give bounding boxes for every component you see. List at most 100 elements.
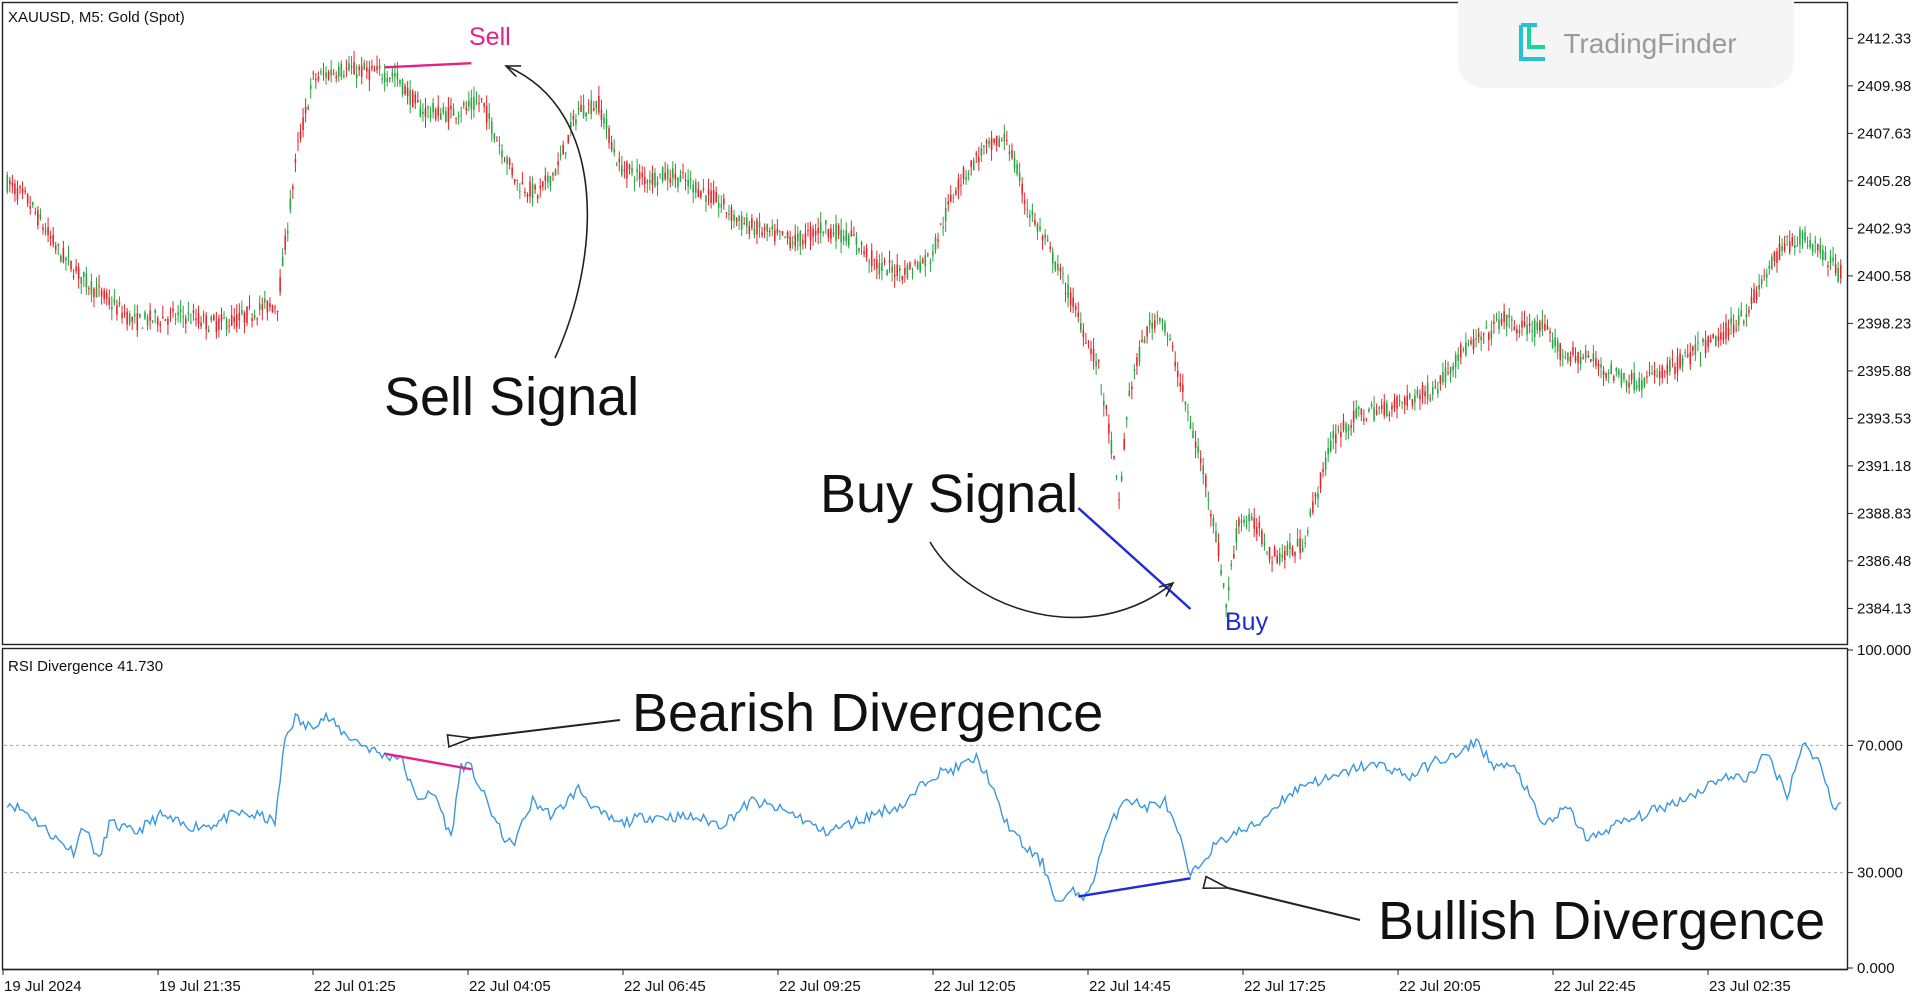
candle-body — [167, 318, 169, 325]
candle-body — [1006, 140, 1008, 142]
candle-body — [819, 222, 822, 234]
candle-body — [1794, 244, 1796, 248]
candle-body — [1039, 226, 1041, 230]
candle-body — [1429, 398, 1431, 400]
candle-body — [218, 318, 220, 330]
candle-body — [213, 315, 215, 320]
candle-body — [972, 160, 975, 171]
candle-body — [541, 181, 544, 187]
candle-body — [164, 319, 167, 321]
candle-body — [955, 190, 957, 195]
candle-body — [1809, 240, 1811, 248]
candle-body — [57, 244, 60, 246]
candle-body — [1498, 319, 1500, 330]
candle-body — [1743, 321, 1745, 323]
candle-body — [1373, 407, 1375, 421]
candle-body — [633, 180, 636, 182]
candle-body — [1549, 331, 1551, 334]
candle-body — [1607, 372, 1610, 374]
candle-body — [904, 267, 906, 275]
candle-body — [60, 255, 62, 262]
candle-body — [1210, 513, 1212, 517]
candle-body — [789, 236, 791, 249]
candle-body — [1189, 423, 1192, 429]
candle-body — [391, 72, 394, 77]
candle-body — [687, 179, 689, 187]
candle-body — [937, 239, 939, 242]
candle-body — [837, 225, 840, 235]
candle-body — [817, 228, 819, 234]
candle-body — [1567, 352, 1569, 361]
candle-body — [1424, 391, 1426, 397]
candle-body — [763, 227, 766, 230]
candle-body — [1839, 264, 1842, 279]
candle-body — [264, 298, 266, 303]
candle-body — [1765, 274, 1768, 278]
candle-body — [549, 175, 552, 186]
candle-body — [733, 214, 735, 221]
candle-body — [1174, 361, 1176, 367]
candle-body — [1182, 384, 1184, 392]
candle-body — [646, 180, 649, 184]
candle-body — [1786, 235, 1788, 238]
candle-body — [253, 314, 256, 318]
candle-body — [934, 236, 937, 251]
brand-logo: TradingFinder — [1458, 0, 1794, 88]
candle-body — [304, 107, 307, 114]
candle-body — [210, 316, 213, 321]
candle-body — [1508, 315, 1511, 318]
candle-body — [812, 228, 814, 237]
candle-body — [1141, 339, 1143, 343]
candle-body — [31, 202, 34, 205]
candle-body — [348, 63, 350, 71]
candle-body — [1686, 354, 1689, 357]
candle-body — [473, 96, 475, 111]
candle-body — [1357, 407, 1360, 410]
candle-body — [1146, 326, 1148, 337]
candle-body — [738, 216, 740, 221]
candle-body — [1745, 313, 1748, 318]
candle-body — [1230, 563, 1233, 566]
candle-body — [1026, 209, 1029, 211]
candle-body — [146, 316, 149, 326]
candle-body — [325, 72, 327, 78]
candle-body — [271, 305, 274, 313]
candle-body — [1235, 528, 1238, 543]
candle-body — [1087, 341, 1090, 343]
candle-body — [1577, 352, 1579, 364]
candle-body — [636, 168, 638, 172]
candle-body — [1737, 315, 1740, 326]
candle-body — [1712, 333, 1715, 339]
candle-body — [1250, 516, 1253, 521]
price-pane — [1, 1, 1849, 646]
candle-body — [728, 213, 730, 215]
candle-body — [1684, 352, 1686, 354]
time-tick-label: 19 Jul 2024 — [4, 978, 82, 995]
candle-body — [330, 69, 332, 76]
candle-body — [1199, 458, 1202, 463]
time-tick-label: 22 Jul 04:05 — [469, 978, 551, 995]
candles — [6, 50, 1842, 618]
candle-body — [707, 189, 710, 195]
candle-body — [26, 194, 29, 204]
candle-body — [942, 226, 944, 228]
candle-body — [891, 266, 893, 273]
candle-body — [1615, 368, 1618, 372]
candle-body — [567, 134, 570, 144]
candle-body — [1750, 296, 1753, 305]
candle-body — [832, 232, 835, 235]
candle-body — [1694, 344, 1697, 355]
candle-body — [98, 285, 100, 287]
candle-body — [1273, 547, 1276, 557]
candle-body — [1531, 330, 1533, 332]
candle-body — [429, 114, 432, 118]
candle-body — [1556, 340, 1559, 353]
candle-body — [266, 300, 269, 313]
candle-body — [16, 187, 19, 200]
candle-body — [888, 260, 891, 263]
candle-body — [1289, 542, 1291, 550]
candle-body — [753, 229, 756, 236]
candle-body — [1722, 331, 1725, 341]
candle-body — [684, 180, 687, 182]
candle-body — [447, 107, 450, 122]
